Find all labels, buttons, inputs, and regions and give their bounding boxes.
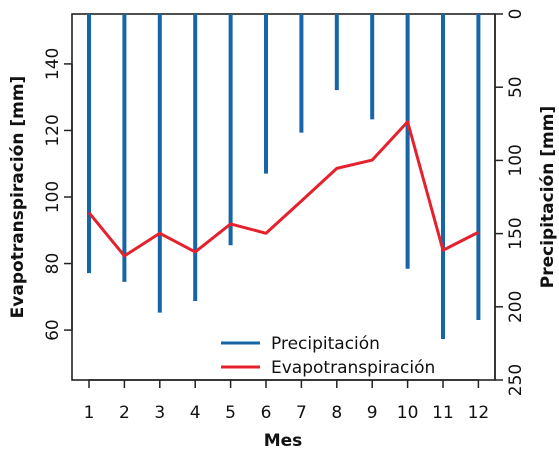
- plot-frame: [71, 13, 496, 381]
- right-y-axis-title: Precipitación [mm]: [538, 106, 558, 288]
- right-y-axis: 0 50 100 150 200 250: [494, 9, 526, 396]
- right-y-tick-label: 200: [506, 291, 526, 323]
- x-tick-label: 3: [154, 403, 165, 423]
- right-y-tick-label: 0: [506, 9, 526, 20]
- x-tick-label: 12: [468, 403, 490, 423]
- right-y-tick-label: 100: [506, 144, 526, 176]
- left-y-tick-label: 80: [43, 253, 63, 275]
- precipitation-bars: [87, 14, 481, 340]
- x-tick-label: 8: [331, 403, 342, 423]
- left-y-axis-title: Evapotranspiración [mm]: [8, 76, 28, 319]
- x-tick-label: 9: [367, 403, 378, 423]
- legend-label-evapotranspiration: Evapotranspiración: [271, 358, 435, 378]
- x-tick-label: 7: [296, 403, 307, 423]
- left-y-tick-label: 100: [43, 181, 63, 213]
- legend: Precipitación Evapotranspiración: [221, 334, 435, 378]
- left-y-tick-label: 140: [43, 48, 63, 80]
- x-tick-label: 4: [190, 403, 201, 423]
- x-axis-title: Mes: [264, 431, 303, 450]
- right-y-tick-label: 250: [506, 364, 526, 396]
- legend-label-precipitation: Precipitación: [271, 334, 380, 354]
- evapotranspiration-line-layer: [87, 120, 480, 258]
- x-axis: 1 2 3 4 5 6 7 8 9 10 11 12: [84, 379, 490, 423]
- left-y-axis: 60 80 100 120 140: [43, 48, 73, 341]
- x-tick-label: 10: [397, 403, 419, 423]
- x-tick-label: 6: [261, 403, 272, 423]
- right-y-tick-label: 50: [506, 76, 526, 98]
- evapotranspiration-line: [87, 120, 480, 258]
- left-y-tick-label: 120: [43, 114, 63, 146]
- x-tick-label: 5: [225, 403, 236, 423]
- right-y-tick-label: 150: [506, 217, 526, 249]
- left-y-tick-label: 60: [43, 319, 63, 341]
- x-tick-label: 1: [84, 403, 95, 423]
- x-tick-label: 2: [119, 403, 130, 423]
- x-tick-label: 11: [432, 403, 454, 423]
